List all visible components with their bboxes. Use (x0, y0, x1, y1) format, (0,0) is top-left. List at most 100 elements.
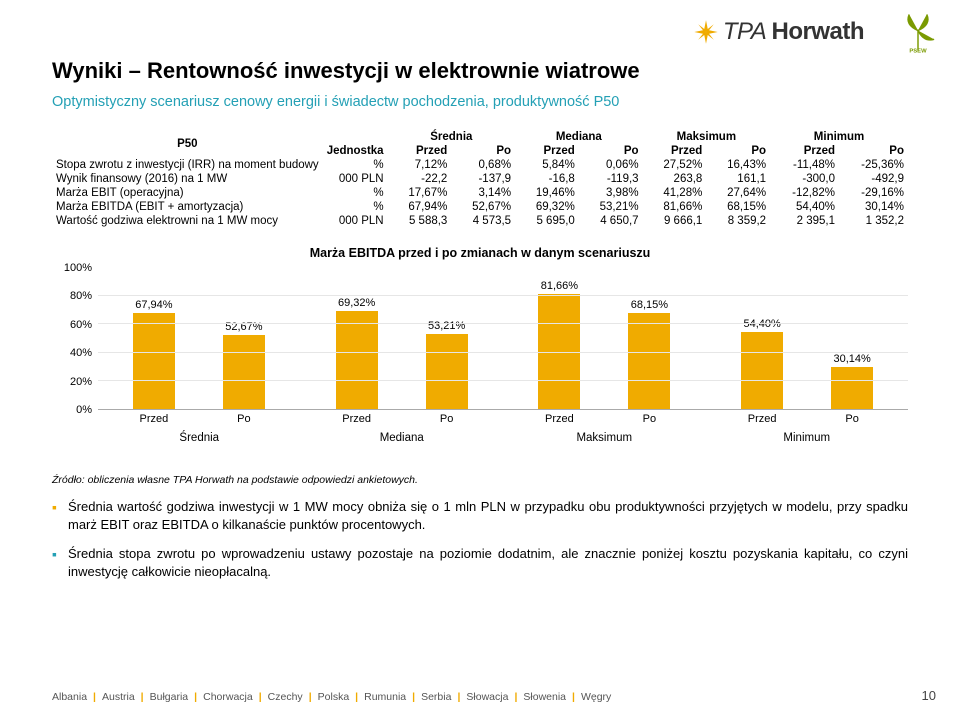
bar-column: 52,67%Po (223, 268, 265, 409)
bar-value-label: 81,66% (519, 280, 599, 292)
bar-sub-label: Po (831, 413, 873, 425)
bar-value-label: 53,21% (407, 320, 487, 332)
row-unit: % (323, 158, 388, 172)
row-unit: % (323, 186, 388, 200)
group-labels-row: ŚredniaMedianaMaksimumMinimum (98, 432, 908, 444)
cell: 3,14% (451, 186, 515, 200)
cell: 263,8 (643, 172, 707, 186)
subcol: Przed (643, 144, 707, 158)
cell: 69,32% (515, 200, 579, 214)
bar-column: 53,21%Po (426, 268, 468, 409)
bar-column: 30,14%Po (831, 268, 873, 409)
col-group-0: Średnia (388, 130, 516, 144)
star-icon (693, 19, 719, 45)
bar (741, 332, 783, 409)
bar (831, 367, 873, 409)
cell: 53,21% (579, 200, 643, 214)
y-axis: 100%80%60%40%20%0% (52, 268, 98, 410)
paragraph-1: Średnia wartość godziwa inwestycji w 1 M… (52, 498, 908, 533)
footer-separator: | (572, 691, 575, 703)
cell: 67,94% (388, 200, 452, 214)
cell: 17,67% (388, 186, 452, 200)
footer-countries: Albania|Austria|Bułgaria|Chorwacja|Czech… (52, 691, 908, 703)
cell: 27,52% (643, 158, 707, 172)
footer-separator: | (457, 691, 460, 703)
table-row: Marża EBIT (operacyjna)%17,67%3,14%19,46… (52, 186, 908, 200)
cell: 3,98% (579, 186, 643, 200)
cell: 30,14% (839, 200, 908, 214)
col-group-1: Mediana (515, 130, 643, 144)
group-label: Średnia (98, 432, 301, 444)
footer-separator: | (355, 691, 358, 703)
subcol: Po (839, 144, 908, 158)
bar (223, 335, 265, 409)
footer-country: Czechy (268, 691, 303, 703)
footer-separator: | (514, 691, 517, 703)
row-label: Wartość godziwa elektrowni na 1 MW mocy (52, 214, 323, 228)
footer-separator: | (259, 691, 262, 703)
logo-text: TPA Horwath (723, 18, 864, 46)
cell: 54,40% (770, 200, 839, 214)
bar-sub-label: Przed (133, 413, 175, 425)
subcol: Przed (515, 144, 579, 158)
group-label: Minimum (706, 432, 909, 444)
page-number: 10 (922, 688, 936, 703)
cell: -11,48% (770, 158, 839, 172)
chart: 100%80%60%40%20%0% 67,94%Przed52,67%Po69… (52, 268, 908, 438)
cell: 41,28% (643, 186, 707, 200)
footer-separator: | (309, 691, 312, 703)
table-row: Wynik finansowy (2016) na 1 MW000 PLN-22… (52, 172, 908, 186)
paragraph-2: Średnia stopa zwrotu po wprowadzeniu ust… (52, 545, 908, 580)
page-container: TPA Horwath PSEW Wyniki – Rentowność inw… (0, 0, 960, 711)
logo-row: TPA Horwath PSEW (693, 10, 940, 54)
subcol: Po (579, 144, 643, 158)
data-table-wrap: P50 Jednostka Średnia Mediana Maksimum M… (52, 130, 908, 228)
row-label: Marża EBITDA (EBIT + amortyzacja) (52, 200, 323, 214)
unit-header: Jednostka (323, 130, 388, 158)
cell: -137,9 (451, 172, 515, 186)
row-unit: 000 PLN (323, 172, 388, 186)
logo-text-horwath: Horwath (772, 18, 865, 45)
bar-sub-label: Przed (538, 413, 580, 425)
y-tick: 60% (70, 319, 92, 331)
y-tick: 100% (64, 262, 92, 274)
cell: 1 352,2 (839, 214, 908, 228)
bar-column: 69,32%Przed (336, 268, 378, 409)
bar-value-label: 68,15% (609, 299, 689, 311)
row-label: Stopa zwrotu z inwestycji (IRR) na momen… (52, 158, 323, 172)
bar-value-label: 30,14% (812, 353, 892, 365)
logo-text-tpa: TPA (723, 18, 772, 45)
bar-column: 54,40%Przed (741, 268, 783, 409)
footer-separator: | (194, 691, 197, 703)
gridline (98, 380, 908, 381)
y-tick: 40% (70, 347, 92, 359)
cell: -119,3 (579, 172, 643, 186)
cell: -25,36% (839, 158, 908, 172)
cell: 0,06% (579, 158, 643, 172)
bar-sub-label: Po (426, 413, 468, 425)
cell: 5 588,3 (388, 214, 452, 228)
bar-group: 69,32%Przed 53,21%Po (300, 268, 503, 409)
group-label: Mediana (301, 432, 504, 444)
table-row: Stopa zwrotu z inwestycji (IRR) na momen… (52, 158, 908, 172)
footer-country: Słowenia (523, 691, 566, 703)
col-group-2: Maksimum (643, 130, 771, 144)
cell: -492,9 (839, 172, 908, 186)
cell: 2 395,1 (770, 214, 839, 228)
cell: -300,0 (770, 172, 839, 186)
plot-area: 67,94%Przed52,67%Po69,32%Przed53,21%Po81… (98, 268, 908, 410)
cell: 8 359,2 (706, 214, 770, 228)
psew-logo-icon: PSEW (896, 10, 940, 54)
subcol: Przed (388, 144, 452, 158)
bar-sub-label: Po (223, 413, 265, 425)
group-label: Maksimum (503, 432, 706, 444)
bar (426, 334, 468, 409)
row-unit: % (323, 200, 388, 214)
cell: -29,16% (839, 186, 908, 200)
footer-country: Rumunia (364, 691, 406, 703)
row-unit: 000 PLN (323, 214, 388, 228)
footer-country: Austria (102, 691, 135, 703)
row-label: Wynik finansowy (2016) na 1 MW (52, 172, 323, 186)
y-tick: 20% (70, 376, 92, 388)
gridline (98, 295, 908, 296)
